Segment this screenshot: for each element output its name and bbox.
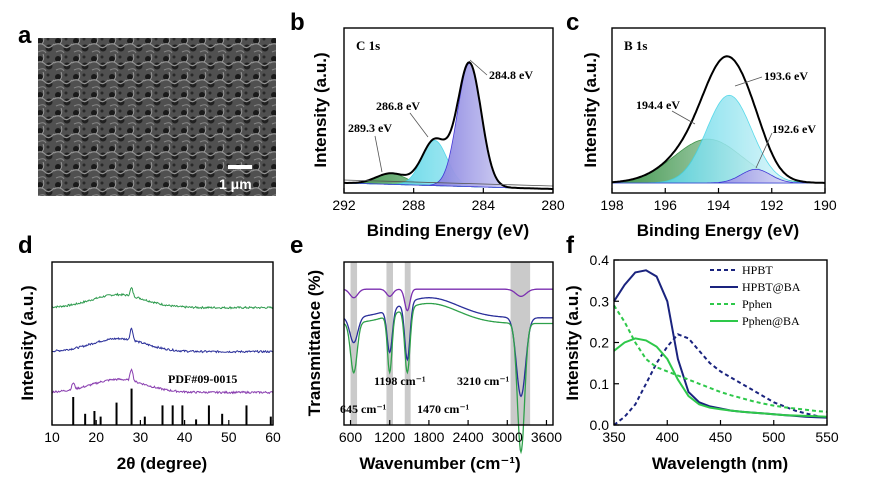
panel-b: b C 1s 284.8 eV 286.8 eV 289.3 eV 292 288… bbox=[290, 9, 565, 240]
spectra bbox=[613, 269, 828, 426]
panel-c: c B 1s 193.6 eV 194.4 eV 192.6 eV 198 196… bbox=[566, 9, 837, 240]
y-tick-label: 0.2 bbox=[590, 335, 610, 351]
baseline bbox=[343, 179, 554, 187]
x-axis-label: Wavenumber (cm⁻¹) bbox=[359, 454, 520, 473]
panel-label-c: c bbox=[566, 9, 579, 36]
peak-label-192-6: 192.6 eV bbox=[772, 122, 816, 136]
x-tick-label: 30 bbox=[133, 429, 149, 445]
x-tick-label: 3600 bbox=[531, 429, 562, 445]
peak-192-6 bbox=[612, 168, 825, 184]
x-tick-label: 292 bbox=[332, 197, 356, 213]
y-axis-label: Intensity (a.u.) bbox=[311, 52, 330, 167]
x-tick-label: 500 bbox=[762, 429, 786, 445]
panel-label-d: d bbox=[18, 232, 33, 259]
axes-box bbox=[343, 27, 554, 194]
x-tick-label: 284 bbox=[472, 197, 496, 213]
peak-label-289-3: 289.3 eV bbox=[348, 121, 392, 135]
panel-label-e: e bbox=[290, 232, 303, 259]
panel-title: C 1s bbox=[356, 38, 380, 53]
peak-label-193-6: 193.6 eV bbox=[764, 69, 808, 83]
peak-label-284-8: 284.8 eV bbox=[489, 68, 533, 82]
shaded-band bbox=[350, 262, 358, 425]
series-hpbt bbox=[613, 333, 828, 426]
sem-image bbox=[38, 38, 276, 196]
legend: HPBT HPBT@BA Pphen Pphen@BA bbox=[710, 263, 801, 328]
envelope-curve bbox=[611, 55, 825, 184]
panel-d: d PDF#09-0015 10 20 30 40 50 60 2θ (degree) I… bbox=[18, 232, 281, 473]
legend-entry: HPBT bbox=[742, 263, 773, 277]
x-tick-label: 10 bbox=[44, 429, 60, 445]
peak-label-286-8: 286.8 eV bbox=[376, 99, 420, 113]
x-tick-label: 194 bbox=[707, 197, 731, 213]
legend-entry: HPBT@BA bbox=[742, 280, 801, 294]
x-tick-label: 40 bbox=[177, 429, 193, 445]
axes-box bbox=[51, 261, 274, 426]
x-axis-label: 2θ (degree) bbox=[117, 454, 207, 473]
x-axis-label: Wavelength (nm) bbox=[652, 454, 788, 473]
ftir-green bbox=[343, 302, 553, 455]
peak-label-194-4: 194.4 eV bbox=[636, 98, 680, 112]
xrd-pattern-top bbox=[51, 286, 274, 310]
y-axis-label: Intensity (a.u.) bbox=[18, 285, 37, 400]
x-tick-label: 20 bbox=[88, 429, 104, 445]
ftir-purple bbox=[343, 288, 553, 312]
panel-title: B 1s bbox=[624, 38, 647, 53]
x-tick-label: 196 bbox=[654, 197, 678, 213]
band-label-1470: 1470 cm⁻¹ bbox=[417, 402, 470, 416]
band-label-1198: 1198 cm⁻¹ bbox=[374, 374, 426, 388]
legend-entry: Pphen@BA bbox=[742, 314, 800, 328]
shaded-band bbox=[386, 262, 393, 425]
x-tick-label: 400 bbox=[656, 429, 680, 445]
x-tick-label: 288 bbox=[402, 197, 426, 213]
shaded-band bbox=[404, 262, 411, 425]
x-tick-label: 450 bbox=[709, 429, 733, 445]
xrd-pattern-middle bbox=[51, 327, 274, 354]
legend-entry: Pphen bbox=[742, 297, 772, 311]
scale-bar bbox=[228, 165, 252, 169]
shaded-bands bbox=[350, 262, 531, 425]
reference-lines bbox=[72, 388, 272, 425]
y-tick-label: 0.0 bbox=[590, 417, 610, 433]
x-tick-label: 280 bbox=[541, 197, 565, 213]
x-axis-label: Binding Energy (eV) bbox=[637, 221, 799, 240]
panel-e: e 645 cm⁻¹ 1198 cm⁻¹ 1470 cm⁻¹ 3210 cm⁻¹… bbox=[290, 232, 562, 473]
panel-label-b: b bbox=[290, 9, 305, 36]
ftir-blue bbox=[343, 297, 553, 398]
x-tick-label: 3000 bbox=[492, 429, 523, 445]
reference-label: PDF#09-0015 bbox=[168, 372, 237, 386]
y-axis-label: Intensity (a.u.) bbox=[581, 52, 600, 167]
panel-label-a: a bbox=[18, 22, 32, 49]
envelope-curve bbox=[344, 61, 553, 190]
x-tick-label: 600 bbox=[339, 429, 363, 445]
x-tick-label: 198 bbox=[600, 197, 624, 213]
x-tick-label: 350 bbox=[602, 429, 626, 445]
y-axis-label: Intensity (a.u.) bbox=[563, 285, 582, 400]
x-tick-label: 192 bbox=[760, 197, 784, 213]
x-tick-label: 60 bbox=[265, 429, 281, 445]
panel-a: a 1 μm bbox=[18, 22, 276, 196]
band-label-645: 645 cm⁻¹ bbox=[340, 402, 387, 416]
panel-label-f: f bbox=[566, 232, 575, 259]
x-tick-label: 2400 bbox=[453, 429, 484, 445]
x-tick-label: 50 bbox=[221, 429, 237, 445]
peak-284-8 bbox=[344, 62, 553, 190]
x-tick-label: 1800 bbox=[413, 429, 444, 445]
series-pphen bbox=[613, 304, 828, 413]
x-axis-label: Binding Energy (eV) bbox=[367, 221, 529, 240]
x-tick-label: 550 bbox=[815, 429, 839, 445]
y-axis-label: Transmittance (%) bbox=[305, 270, 324, 416]
panel-f: f HPBT HPBT@BA Pphen Pphen@BA 350 400 450 500 5… bbox=[563, 232, 839, 473]
x-tick-label: 1200 bbox=[374, 429, 405, 445]
x-tick-label: 190 bbox=[813, 197, 837, 213]
scale-bar-label: 1 μm bbox=[219, 176, 252, 192]
axes-box bbox=[343, 261, 554, 426]
y-tick-label: 0.1 bbox=[590, 376, 610, 392]
band-label-3210: 3210 cm⁻¹ bbox=[457, 374, 510, 388]
xrd-pattern-bottom bbox=[51, 368, 274, 395]
series-pphen-ba bbox=[613, 337, 828, 418]
y-tick-label: 0.3 bbox=[590, 293, 610, 309]
y-tick-label: 0.4 bbox=[590, 252, 610, 268]
